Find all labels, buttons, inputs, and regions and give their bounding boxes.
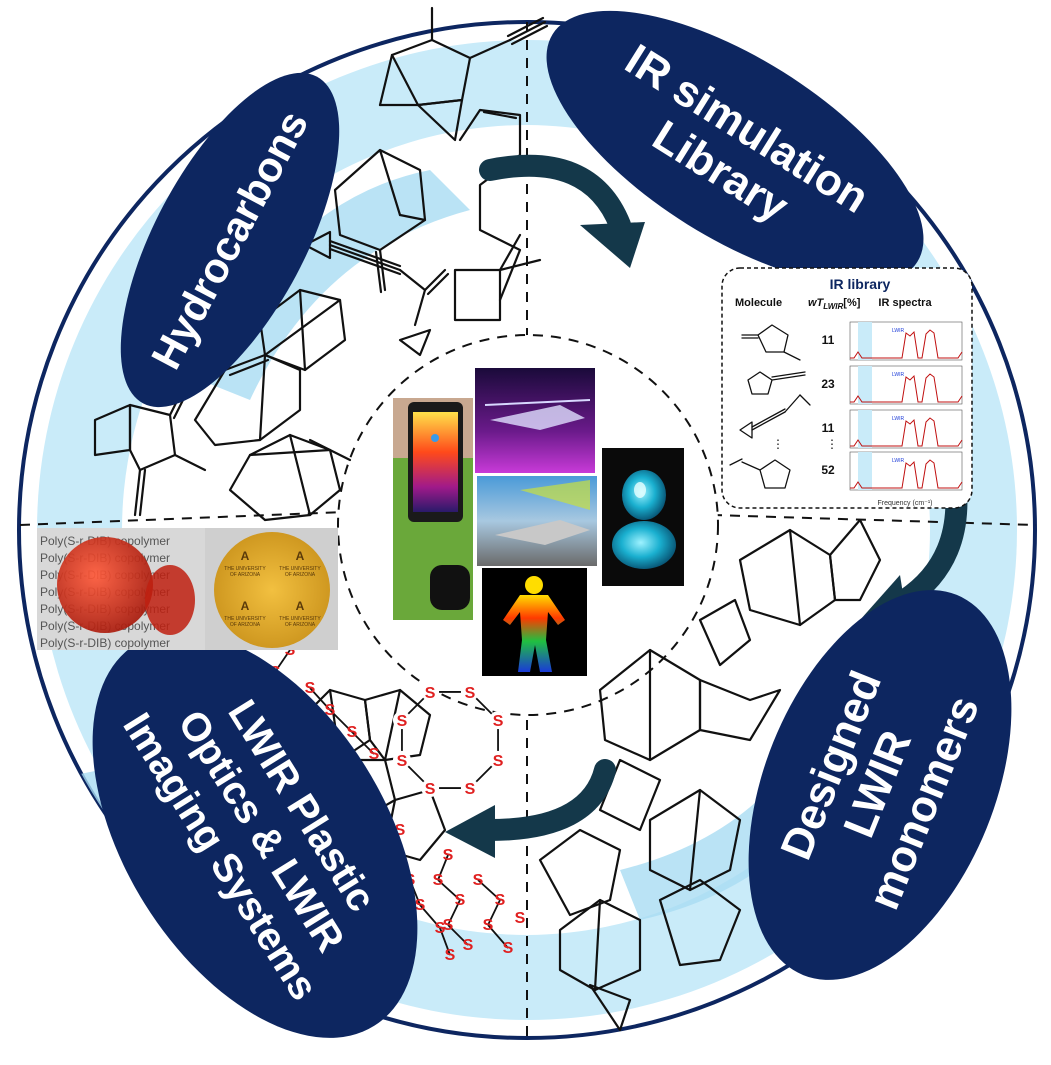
sulfur-atom: S [425, 685, 436, 702]
wafer-logo: A [296, 599, 305, 613]
wafer-label: OF ARIZONA [285, 572, 316, 578]
sulfur-atom: S [473, 872, 484, 889]
sulfur-atom: S [435, 920, 446, 937]
sulfur-atom: S [347, 724, 358, 741]
sulfur-atom: S [493, 713, 504, 730]
oval-lwir-optics: LWIR Plastic Optics & LWIR Imaging Syste… [92, 632, 418, 1038]
arrow-head-1 [580, 222, 645, 268]
wafer-label: THE UNIVERSITY [224, 566, 266, 572]
ir-dots: ⋮ [772, 437, 784, 451]
sulfur-atom: S [443, 917, 454, 934]
sample-background-text: Poly(S-r-DIB) copolymer [40, 636, 170, 650]
ir-row: 11 LWIR [822, 409, 963, 449]
divider-horizontal-left [19, 511, 346, 526]
divider-horizontal-right [711, 514, 1037, 526]
sulfur-atom: S [433, 872, 444, 889]
ir-row: 23 LWIR [821, 365, 963, 405]
ir-spectrum [850, 329, 963, 359]
sulfur-atom: S [465, 685, 476, 702]
ir-row-value: 52 [821, 463, 835, 477]
sulfur-atom: S [395, 822, 406, 839]
wafer-label: THE UNIVERSITY [224, 616, 266, 622]
ir-col-molecule: Molecule [735, 297, 782, 309]
sulfur-atom: S [483, 917, 494, 934]
ir-row-value: 11 [822, 333, 835, 347]
ir-row-tag: LWIR [892, 416, 905, 422]
sulfur-atom: S [285, 642, 296, 659]
ir-dots-2: ⋮ [826, 437, 838, 451]
oval-ir-library: IR simulation Library [546, 10, 924, 286]
ir-rows: 11 LWIR 23 LWIR 11 LWIR 52 LWIR [821, 321, 963, 491]
ir-col-wt-main: wT [808, 297, 825, 309]
ir-library-title: IR library [830, 276, 891, 292]
arrow-head-3 [445, 805, 495, 858]
ir-row-tag: LWIR [892, 458, 905, 464]
sulfur-atom: S [465, 781, 476, 798]
wafer-label: OF ARIZONA [230, 572, 261, 578]
photo-lens [602, 448, 684, 586]
sulfur-atom: S [503, 940, 514, 957]
sulfur-atom: S [515, 910, 526, 927]
ir-col-spectra: IR spectra [878, 297, 932, 309]
ir-library-panel: IR library Molecule wTLWIR[%] IR spectra… [721, 267, 973, 509]
central-photos [393, 368, 684, 676]
sulfur-atom: S [397, 753, 408, 770]
arrow-monomers-to-optics [479, 759, 616, 841]
oval-designed-monomers: Designed LWIR monomers [748, 590, 1012, 980]
wafer-logo: A [241, 549, 250, 563]
ir-row-tag: LWIR [892, 328, 905, 334]
ir-spectrum [850, 459, 963, 489]
ir-row-value: 11 [822, 421, 835, 435]
photo-thermal-phone [393, 398, 473, 620]
wafer-label: OF ARIZONA [230, 622, 261, 628]
ir-col-wt: wTLWIR[%] [808, 297, 861, 311]
ir-spectrum [850, 417, 963, 447]
arrow-hydrocarbons-to-library [479, 154, 631, 236]
sulfur-atom: S [425, 781, 436, 798]
sulfur-atom: S [495, 892, 506, 909]
ir-row: 11 LWIR [822, 321, 963, 361]
photo-thermal-body [482, 568, 587, 676]
sulfur-atom: S [369, 746, 380, 763]
wafer-label: OF ARIZONA [285, 622, 316, 628]
ir-row-value: 23 [821, 377, 835, 391]
photo-jet [477, 476, 597, 566]
ir-row: 52 LWIR [821, 451, 963, 491]
hydrocarbon-structures [93, 6, 549, 522]
yellow-wafer [214, 532, 330, 648]
sulfur-atom: S [415, 897, 426, 914]
sulfur-atom: S [493, 753, 504, 770]
wafer-label: THE UNIVERSITY [279, 616, 321, 622]
ir-col-wt-sub: LWIR [823, 302, 843, 311]
red-polymer-disk [57, 537, 153, 633]
sulfur-atom: S [325, 702, 336, 719]
sulfur-atom: S [445, 947, 456, 964]
ir-xaxis-label: Frequency (cm⁻¹) [877, 500, 932, 507]
sulfur-atom: S [305, 680, 316, 697]
monomer-structures [538, 518, 882, 1032]
sulfur-atom: S [397, 713, 408, 730]
ir-spectrum [850, 373, 963, 403]
photo-helicopter [475, 368, 595, 473]
wafer-label: THE UNIVERSITY [279, 566, 321, 572]
ir-row-tag: LWIR [892, 372, 905, 378]
wafer-logo: A [241, 599, 250, 613]
ir-col-wt-unit: [%] [843, 297, 860, 309]
sulfur-atom: S [463, 937, 474, 954]
wafer-logo: A [296, 549, 305, 563]
sulfur-atom: S [455, 892, 466, 909]
sulfur-atom: S [443, 847, 454, 864]
